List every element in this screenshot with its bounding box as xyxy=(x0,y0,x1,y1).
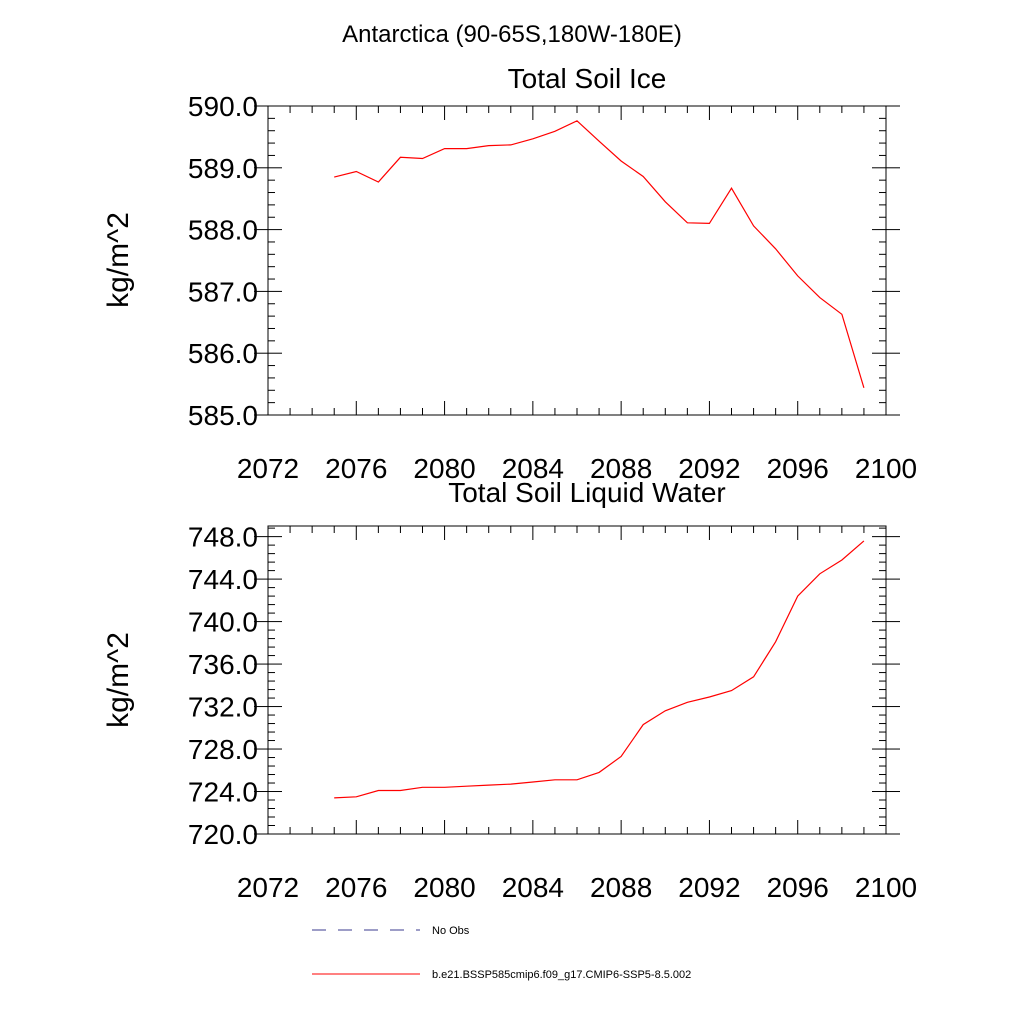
x-tick-label: 2088 xyxy=(590,453,652,484)
plot-frame xyxy=(267,525,887,835)
y-tick-label: 588.0 xyxy=(188,215,258,246)
legend-label-no-obs: No Obs xyxy=(432,925,470,937)
x-tick-label: 2100 xyxy=(855,872,917,903)
panel-total-soil-liquid-water: Total Soil Liquid Water 2072 2076 2080 2084 2… xyxy=(102,477,917,903)
x-tick-label: 2072 xyxy=(237,872,299,903)
y-axis-label: kg/m^2 xyxy=(102,632,135,728)
x-tick-label: 2088 xyxy=(590,872,652,903)
x-tick-label: 2096 xyxy=(767,453,829,484)
y-tick-label: 589.0 xyxy=(188,153,258,184)
y-tick-label: 724.0 xyxy=(188,777,258,808)
y-tick-label: 732.0 xyxy=(188,692,258,723)
y-axis-label: kg/m^2 xyxy=(102,212,135,308)
series-line xyxy=(334,120,865,388)
x-tick-label: 2100 xyxy=(855,453,917,484)
chart-title: Total Soil Liquid Water xyxy=(448,477,726,508)
series-line xyxy=(334,540,865,799)
x-tick-label: 2080 xyxy=(413,872,475,903)
legend: No Obs b.e21.BSSP585cmip6.f09_g17.CMIP6-… xyxy=(312,925,691,981)
x-tick-label: 2076 xyxy=(325,872,387,903)
x-tick-label: 2080 xyxy=(413,453,475,484)
x-tick-label: 2092 xyxy=(678,453,740,484)
x-tick-label: 2092 xyxy=(678,872,740,903)
x-tick-label: 2084 xyxy=(502,872,564,903)
y-tick-label: 720.0 xyxy=(188,819,258,850)
y-tick-label: 740.0 xyxy=(188,607,258,638)
x-tick-label: 2084 xyxy=(502,453,564,484)
y-tick-label: 587.0 xyxy=(188,276,258,307)
y-tick-label: 585.0 xyxy=(188,400,258,431)
y-tick-label: 586.0 xyxy=(188,338,258,369)
y-tick-label: 748.0 xyxy=(188,522,258,553)
x-tick-label: 2076 xyxy=(325,453,387,484)
panel-total-soil-ice: Total Soil Ice 2072 2076 2080 2084 2088 2092 20… xyxy=(102,63,917,484)
y-tick-label: 736.0 xyxy=(188,649,258,680)
y-tick-label: 728.0 xyxy=(188,734,258,765)
x-tick-label: 2072 xyxy=(237,453,299,484)
plot-frame xyxy=(267,105,887,416)
x-tick-label: 2096 xyxy=(767,872,829,903)
figure-title: Antarctica (90-65S,180W-180E) xyxy=(342,21,682,48)
legend-label-model-run: b.e21.BSSP585cmip6.f09_g17.CMIP6-SSP5-8.… xyxy=(432,969,691,981)
y-tick-label: 744.0 xyxy=(188,564,258,595)
y-tick-label: 590.0 xyxy=(188,91,258,122)
chart-title: Total Soil Ice xyxy=(508,63,667,94)
